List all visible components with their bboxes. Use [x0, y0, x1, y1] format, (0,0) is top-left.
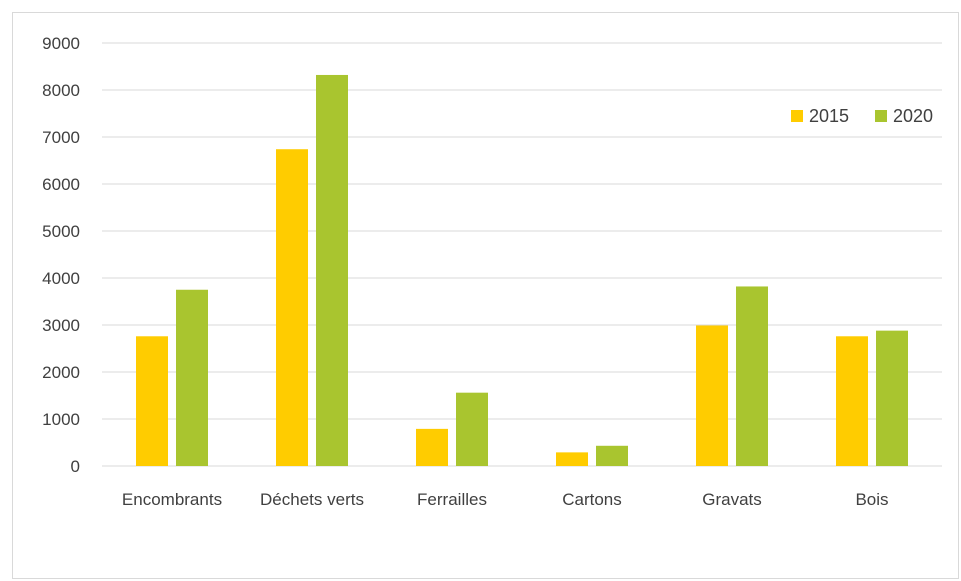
- y-tick-label: 2000: [42, 363, 80, 382]
- bar-2015-1: [276, 149, 308, 466]
- y-tick-label: 0: [71, 457, 80, 476]
- y-tick-label: 1000: [42, 410, 80, 429]
- bars: [136, 74, 908, 467]
- x-axis-tick-labels: Encombrants Déchets verts Ferrailles Carton…: [122, 490, 889, 509]
- x-tick-label: Gravats: [702, 490, 762, 509]
- y-tick-label: 8000: [42, 81, 80, 100]
- y-tick-label: 5000: [42, 222, 80, 241]
- bar-2020-1: [316, 74, 348, 467]
- bar-2020-0: [176, 289, 208, 466]
- bar-2020-5: [876, 330, 908, 466]
- bar-2015-4: [696, 325, 728, 466]
- bar-2020-2: [456, 392, 488, 466]
- legend-label: 2020: [893, 106, 933, 126]
- y-tick-label: 3000: [42, 316, 80, 335]
- bar-2015-3: [556, 452, 588, 466]
- bar-2015-5: [836, 336, 868, 466]
- x-tick-label: Bois: [855, 490, 888, 509]
- y-tick-label: 9000: [42, 34, 80, 53]
- bar-2015-0: [136, 336, 168, 466]
- chart-frame: [12, 12, 959, 579]
- x-tick-label: Cartons: [562, 490, 622, 509]
- y-tick-label: 6000: [42, 175, 80, 194]
- bar-2015-2: [416, 428, 448, 466]
- y-tick-label: 7000: [42, 128, 80, 147]
- y-tick-label: 4000: [42, 269, 80, 288]
- x-tick-label: Déchets verts: [260, 490, 364, 509]
- legend-label: 2015: [809, 106, 849, 126]
- x-tick-label: Ferrailles: [417, 490, 487, 509]
- legend: 2015 2020: [791, 106, 933, 126]
- x-tick-label: Encombrants: [122, 490, 222, 509]
- legend-swatch-2015: [791, 110, 803, 122]
- legend-swatch-2020: [875, 110, 887, 122]
- bar-2020-3: [596, 445, 628, 466]
- gridlines: [102, 42, 942, 467]
- bar-2020-4: [736, 286, 768, 466]
- y-axis-tick-labels: 0 1000 2000 3000 4000 5000 6000 7000 8000 9000: [42, 34, 80, 476]
